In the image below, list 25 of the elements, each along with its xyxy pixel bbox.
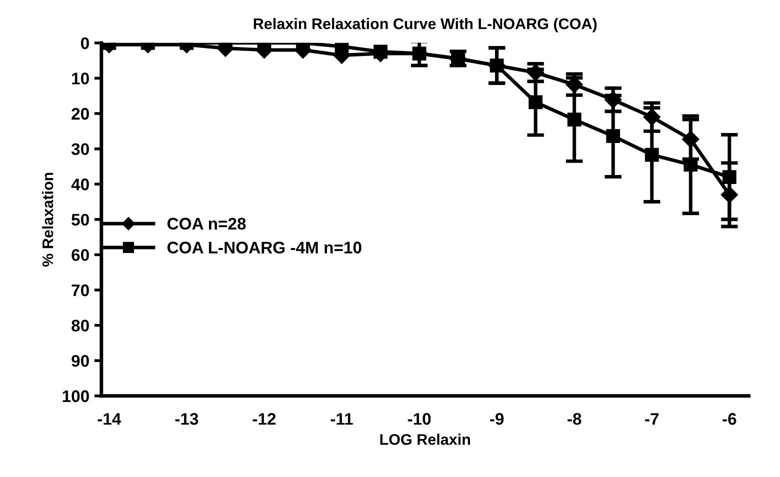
x-tick-label: -10 [408,413,431,425]
y-tick-label: 10 [72,72,89,84]
y-tick-label: 50 [72,214,89,226]
y-tick-label: 90 [72,355,89,367]
y-tick-label: 30 [71,143,89,156]
y-tick-label: 0 [80,37,89,50]
y-tick-label: 100 [62,390,89,402]
x-tick-label: -7 [645,413,659,425]
x-tick-label: -12 [252,413,276,425]
y-tick-label: 80 [72,320,89,332]
legend-label: COA n=28 [167,218,246,230]
y-axis-title: % Relaxation [42,172,54,267]
x-tick-label: -11 [330,413,353,425]
y-tick-label: 70 [72,284,89,296]
x-tick-label: -14 [98,413,122,425]
y-tick-label: 40 [71,178,89,190]
x-axis-title: LOG Relaxin [380,434,470,445]
x-tick-label: -9 [490,413,504,425]
legend-label: COA L-NOARG -4M n=10 [167,242,362,254]
x-tick-label: -6 [722,413,736,425]
chart-title: Relaxin Relaxation Curve With L-NOARG (COA) [254,18,597,32]
y-tick-label: 20 [72,108,89,120]
x-tick-label: -8 [568,413,582,425]
y-tick-label: 60 [72,249,89,261]
x-tick-label: -13 [175,413,198,425]
